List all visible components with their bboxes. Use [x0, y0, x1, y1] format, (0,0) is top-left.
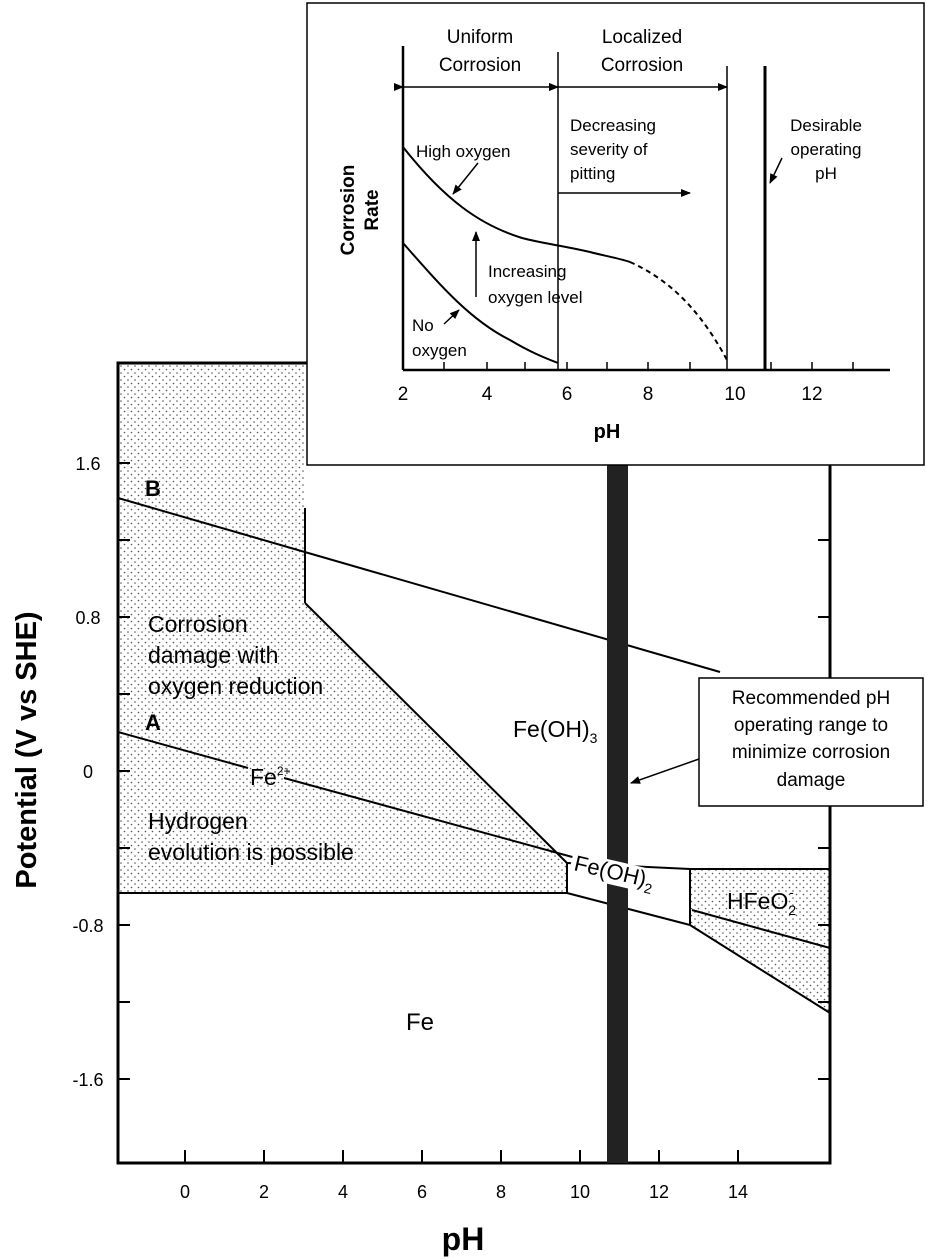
corrosion-label-2: damage with — [148, 642, 278, 668]
x-tick-10: 10 — [570, 1182, 590, 1202]
x-axis-title: pH — [442, 1221, 485, 1257]
inset-desirable-label-1: Desirable — [790, 116, 862, 135]
inset-high-oxygen-label: High oxygen — [416, 142, 511, 161]
hfeo2-region — [690, 869, 830, 1013]
recommended-ph-callout: Recommended pH operating range to minimi… — [630, 677, 924, 807]
line-b-label: B — [145, 476, 161, 501]
inset-frame — [306, 2, 925, 466]
callout-line-3: minimize corrosion — [732, 742, 890, 763]
inset-decreasing-label-3: pitting — [570, 164, 615, 183]
fe2-ion-label: Fe2+ — [250, 764, 291, 790]
inset-increasing-label-1: Increasing — [488, 262, 566, 281]
x-tick-12: 12 — [649, 1182, 669, 1202]
recommended-ph-band — [607, 463, 628, 1163]
y-tick-neg-0-8: -0.8 — [72, 916, 103, 936]
inset-x-tick-4: 4 — [482, 384, 493, 405]
inset-decreasing-label-1: Decreasing — [570, 116, 656, 135]
x-tick-marks — [184, 1150, 739, 1163]
inset-y-axis-title-2: Rate — [362, 189, 383, 230]
callout-line-1: Recommended pH — [732, 688, 890, 709]
inset-x-tick-8: 8 — [643, 384, 654, 405]
inset-desirable-label-3: pH — [815, 164, 837, 183]
feoh3-label: Fe(OH)3 — [513, 716, 598, 746]
inset-y-axis-title-1: Corrosion — [338, 165, 359, 256]
inset-desirable-label-2: operating — [791, 140, 862, 159]
x-tick-4: 4 — [338, 1182, 348, 1202]
corrosion-label-3: oxygen reduction — [148, 673, 323, 699]
inset-x-tick-6: 6 — [562, 384, 573, 405]
hydrogen-label-1: Hydrogen — [148, 808, 248, 834]
callout-line-4: damage — [777, 770, 846, 791]
pourbaix-diagram: 1.6 0.8 0 -0.8 -1.6 0 2 4 6 8 10 12 14 p… — [11, 361, 924, 1257]
no-oxygen-curve — [402, 242, 559, 364]
x-tick-8: 8 — [496, 1182, 506, 1202]
y-tick-0: 0 — [83, 762, 93, 782]
hfeo2-label: HFeO2- — [727, 884, 796, 918]
fe-label: Fe — [406, 1009, 434, 1036]
inset-corrosion-rate-chart: Uniform Corrosion Localized Corrosion De… — [306, 2, 925, 466]
inset-x-axis-title: pH — [594, 421, 621, 443]
inset-x-tick-marks — [443, 362, 854, 370]
y-axis-title: Potential (V vs SHE) — [11, 611, 43, 888]
y-tick-1-6: 1.6 — [75, 454, 100, 474]
high-oxygen-curve — [402, 146, 631, 263]
inset-decreasing-label-2: severity of — [570, 140, 648, 159]
high-oxygen-curve-dashed — [629, 261, 728, 361]
inset-x-tick-10: 10 — [724, 384, 745, 405]
inset-x-tick-12: 12 — [801, 384, 822, 405]
inset-increasing-label-2: oxygen level — [488, 288, 583, 307]
inset-no-oxygen-label-2: oxygen — [412, 341, 467, 360]
inset-localized-label-2: Corrosion — [601, 55, 683, 76]
corrosion-region — [118, 363, 567, 893]
x-tick-2: 2 — [259, 1182, 269, 1202]
x-tick-0: 0 — [180, 1182, 190, 1202]
callout-arrow — [630, 758, 700, 784]
y-tick-neg-1-6: -1.6 — [72, 1070, 103, 1090]
line-a-label: A — [145, 710, 161, 735]
inset-x-tick-2: 2 — [398, 384, 409, 405]
phase-boundaries — [118, 508, 831, 1014]
hydrogen-label-2: evolution is possible — [148, 839, 354, 865]
corrosion-label-1: Corrosion — [148, 611, 248, 637]
inset-uniform-label-2: Corrosion — [439, 55, 521, 76]
callout-line-2: operating range to — [734, 715, 888, 736]
y-tick-0-8: 0.8 — [75, 608, 100, 628]
line-a-continued — [283, 777, 577, 859]
inset-uniform-label-1: Uniform — [447, 27, 514, 48]
line-a-right — [691, 909, 831, 949]
inset-localized-label-1: Localized — [602, 27, 682, 48]
line-a — [117, 731, 249, 769]
inset-no-oxygen-label-1: No — [412, 316, 434, 335]
x-tick-6: 6 — [417, 1182, 427, 1202]
x-tick-14: 14 — [728, 1182, 748, 1202]
